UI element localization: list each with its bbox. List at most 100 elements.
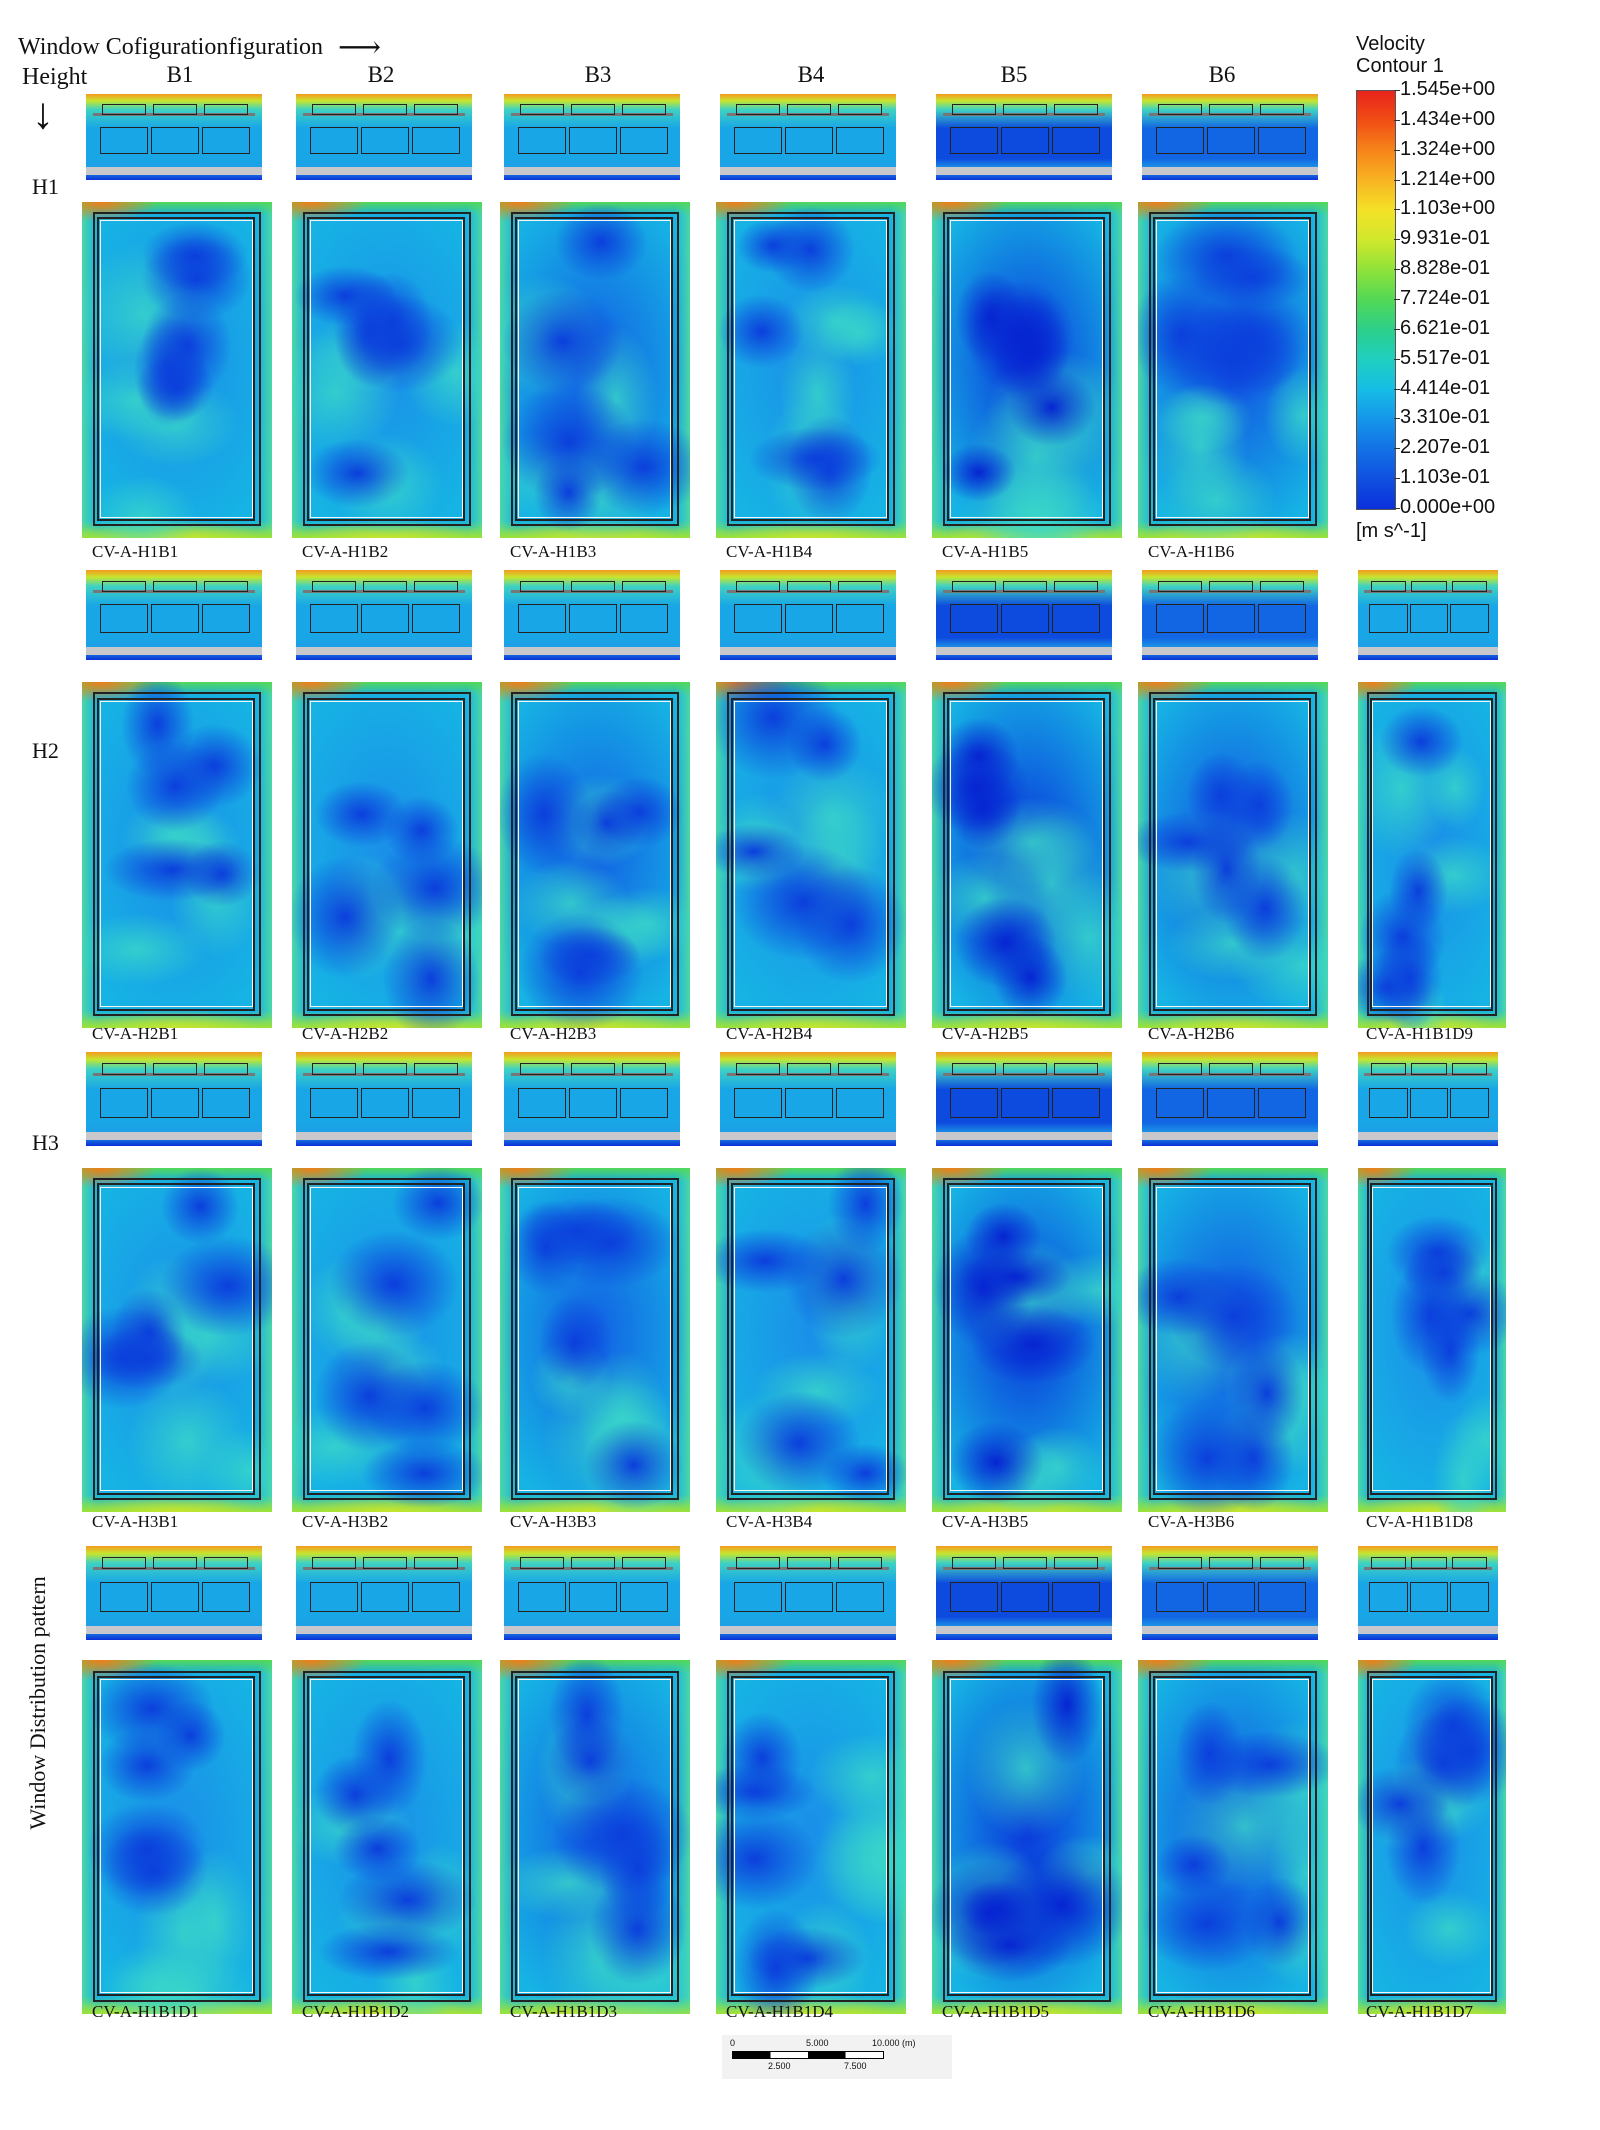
contour-caption: CV-A-H1B1D3 (510, 2002, 618, 2021)
height-label: Height (22, 64, 88, 90)
section-clerestory-window (311, 1557, 357, 1569)
section-window (1207, 1087, 1255, 1118)
section-clerestory-window (951, 1063, 997, 1075)
building-outer-wall (943, 212, 1111, 527)
section-window (310, 1087, 358, 1118)
section-clerestory-window (152, 104, 198, 115)
building-inner-wall (947, 697, 1105, 1011)
section-clerestory-window (570, 580, 616, 592)
section-clerestory-window (101, 104, 147, 115)
building-outer-wall (511, 692, 679, 1016)
section-view (296, 570, 472, 660)
section-clerestory-window (519, 1557, 565, 1569)
section-window (361, 126, 409, 155)
section-window (1001, 604, 1049, 634)
section-clerestory-window (101, 1557, 147, 1569)
velocity-contour-plan (82, 682, 272, 1028)
contour-caption: CV-A-H2B3 (510, 1024, 597, 1043)
building-inner-wall (515, 1675, 673, 1997)
legend-tick-label: 1.214e+00 (1400, 167, 1496, 190)
scale-label-2-5: 2.500 (768, 2061, 791, 2071)
section-window (785, 1087, 833, 1118)
section-clerestory-window (1411, 580, 1447, 592)
legend-tick-label: 1.103e+00 (1400, 197, 1496, 220)
section-window (1258, 604, 1306, 634)
section-window (1369, 604, 1408, 634)
building-outer-wall (93, 692, 261, 1016)
section-view (720, 1546, 896, 1640)
legend-tick-label: 7.724e-01 (1400, 287, 1491, 309)
section-clerestory-window (362, 580, 408, 592)
building-window-line (950, 1679, 1103, 1993)
building-outer-wall (303, 212, 471, 527)
building-outer-wall (1149, 1178, 1317, 1500)
section-view (1142, 1052, 1318, 1146)
section-window (1450, 1087, 1489, 1118)
section-window (412, 126, 460, 155)
building-window-line (310, 701, 463, 1008)
building-inner-wall (97, 217, 255, 522)
section-view (1358, 1052, 1498, 1146)
section-floor (86, 646, 262, 655)
section-window (836, 604, 884, 634)
velocity-contour-plan (1138, 682, 1328, 1028)
section-view (86, 1052, 262, 1146)
section-clerestory-window (1451, 580, 1488, 592)
contour-caption: CV-A-H1B2 (302, 542, 389, 561)
section-window (569, 1087, 617, 1118)
building-inner-wall (307, 1675, 465, 1997)
section-window (412, 604, 460, 634)
building-outer-wall (1366, 1670, 1498, 2002)
section-view (504, 1052, 680, 1146)
building-window-line (1372, 701, 1492, 1008)
section-clerestory-window (1259, 580, 1305, 592)
contour-caption: CV-A-H1B1D8 (1366, 1512, 1474, 1531)
section-clerestory-window (837, 104, 883, 115)
window-configuration-label: Window Cofigurationfiguration (18, 34, 323, 60)
column-header-b5: B5 (1000, 62, 1028, 87)
section-window (1450, 1581, 1489, 1612)
building-window-line (310, 1679, 463, 1993)
section-floor (720, 1131, 896, 1141)
section-window (1052, 1087, 1100, 1118)
section-clerestory-window (311, 104, 357, 115)
building-window-line (100, 1186, 253, 1492)
section-clerestory-window (1208, 580, 1254, 592)
building-inner-wall (1153, 697, 1311, 1011)
velocity-contour-plan (1358, 1168, 1506, 1512)
row-label-h1: H1 (32, 174, 59, 199)
section-floor (936, 1625, 1112, 1635)
building-outer-wall (1366, 692, 1498, 1016)
arrow-right-icon: ⟶ (338, 31, 382, 64)
legend-tick-label: 8.828e-01 (1400, 257, 1491, 280)
section-view (296, 1052, 472, 1146)
section-window (1409, 1087, 1449, 1118)
section-window (151, 1087, 199, 1118)
contour-caption: CV-A-H1B6 (1148, 542, 1235, 561)
section-view (1142, 570, 1318, 660)
section-window (1156, 604, 1204, 634)
velocity-contour-plan (1358, 1660, 1506, 2014)
building-window-line (310, 220, 463, 518)
section-floor (504, 1625, 680, 1635)
section-floor (936, 1131, 1112, 1141)
building-window-line (518, 220, 671, 518)
building-inner-wall (97, 697, 255, 1011)
building-window-line (518, 701, 671, 1008)
building-window-line (950, 220, 1103, 518)
section-floor (1358, 1131, 1498, 1141)
building-window-line (518, 1679, 671, 1993)
section-floor (936, 646, 1112, 655)
building-inner-wall (1153, 1675, 1311, 1997)
section-view (504, 570, 680, 660)
section-clerestory-window (203, 104, 249, 115)
column-header-b3: B3 (584, 62, 612, 87)
contour-caption: CV-A-H1B3 (510, 542, 597, 561)
velocity-contour-plan (292, 682, 482, 1028)
building-outer-wall (943, 1670, 1111, 2002)
section-window (1258, 1581, 1306, 1612)
building-inner-wall (1369, 1183, 1493, 1495)
section-view (1358, 570, 1498, 660)
section-clerestory-window (1053, 580, 1099, 592)
velocity-contour-plan (500, 682, 690, 1028)
